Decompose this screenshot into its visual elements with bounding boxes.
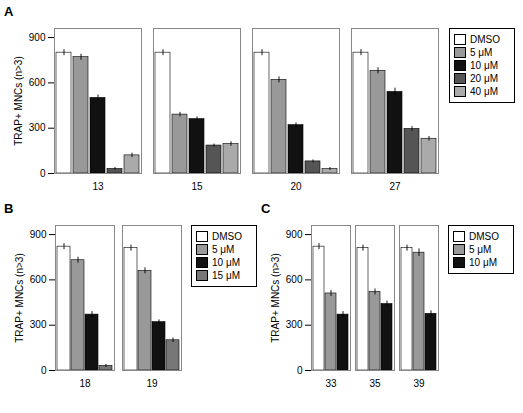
html-text:10 μM: 10 μM [469, 257, 497, 268]
svg-text:900: 900 [286, 229, 303, 240]
svg-text:0: 0 [41, 365, 47, 376]
html-text:10 μM: 10 μM [212, 257, 240, 268]
html-text:DMSO: DMSO [470, 34, 500, 45]
svg-text:900: 900 [29, 32, 46, 43]
svg-text:20: 20 [290, 181, 302, 192]
svg-text:300: 300 [29, 122, 46, 133]
svg-text:TRAP+ MNCs (n>3): TRAP+ MNCs (n>3) [13, 56, 24, 145]
html-text:10 μM: 10 μM [470, 60, 498, 71]
svg-text:600: 600 [286, 274, 303, 285]
svg-text:TRAP+ MNCs (n>3): TRAP+ MNCs (n>3) [14, 253, 25, 342]
svg-text:18: 18 [79, 378, 91, 389]
svg-text:15: 15 [191, 181, 203, 192]
html-text:40 μM: 40 μM [470, 86, 498, 97]
html-text:A: A [4, 4, 14, 19]
html-text:5 μM: 5 μM [470, 47, 493, 58]
svg-text:300: 300 [286, 319, 303, 330]
svg-text:0: 0 [297, 365, 303, 376]
html-text:20 μM: 20 μM [470, 73, 498, 84]
svg-text:35: 35 [369, 378, 381, 389]
svg-text:900: 900 [30, 229, 47, 240]
svg-text:TRAP+ MNCs (n>3): TRAP+ MNCs (n>3) [270, 253, 281, 342]
html-text:C: C [261, 201, 271, 216]
html-text:15 μM: 15 μM [212, 270, 240, 281]
svg-text:27: 27 [389, 181, 401, 192]
html-text:B: B [4, 201, 14, 216]
html-text:5 μM: 5 μM [469, 244, 492, 255]
svg-text:600: 600 [30, 274, 47, 285]
html-text:5 μM: 5 μM [212, 244, 235, 255]
svg-text:13: 13 [92, 181, 104, 192]
svg-text:600: 600 [29, 77, 46, 88]
svg-text:0: 0 [40, 168, 46, 179]
svg-text:39: 39 [413, 378, 425, 389]
svg-text:300: 300 [30, 319, 47, 330]
svg-text:33: 33 [325, 378, 337, 389]
svg-text:19: 19 [146, 378, 158, 389]
html-text:DMSO: DMSO [212, 231, 242, 242]
html-text:DMSO: DMSO [469, 231, 499, 242]
